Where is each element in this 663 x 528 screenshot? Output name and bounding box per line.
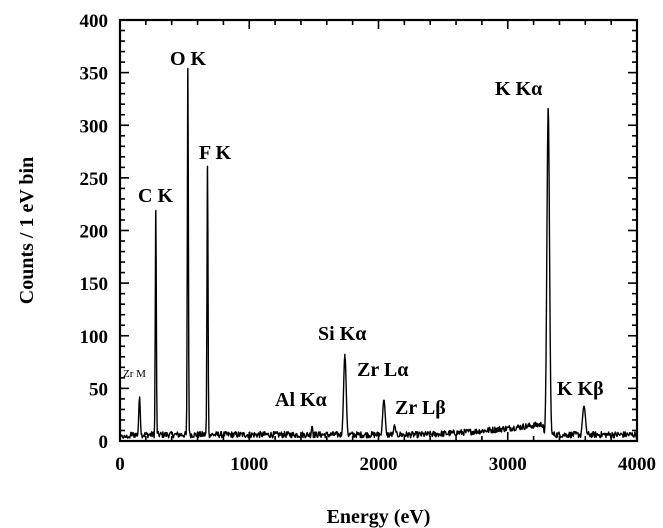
- y-tick-label: 400: [80, 11, 109, 32]
- x-tick-label: 4000: [618, 454, 656, 475]
- y-tick-label: 0: [99, 432, 109, 453]
- peak-label-o-k: O K: [170, 48, 207, 70]
- y-tick-label: 300: [80, 116, 109, 137]
- peak-label-k-k-: K Kα: [495, 78, 542, 100]
- y-tick-label: 200: [80, 222, 109, 243]
- y-axis-label: Counts / 1 eV bin: [16, 157, 38, 304]
- x-tick-label: 0: [115, 454, 125, 475]
- y-tick-label: 100: [80, 327, 109, 348]
- peak-label-zr-m: Zr M: [123, 368, 146, 380]
- y-tick-label: 250: [80, 169, 109, 190]
- peak-label-si-k-: Si Kα: [318, 323, 366, 345]
- peak-label-zr-l-: Zr Lα: [357, 359, 408, 381]
- peak-label-c-k: C K: [138, 185, 173, 207]
- peak-label-al-k-: Al Kα: [275, 389, 327, 411]
- y-tick-label: 50: [89, 379, 108, 400]
- peak-label-f-k: F K: [199, 142, 231, 164]
- plot-frame: [118, 18, 639, 443]
- y-tick-label: 350: [80, 64, 109, 85]
- x-tick-label: 2000: [360, 454, 398, 475]
- x-tick-label: 1000: [230, 454, 268, 475]
- spectrum-line: [119, 67, 638, 439]
- peak-labels: Zr M C K O K F K Al Kα Si Kα Zr Lα Zr Lβ K Kα K K…: [123, 48, 604, 419]
- x-axis-label: Energy (eV): [327, 506, 431, 528]
- peak-label-zr-l-: Zr Lβ: [395, 397, 446, 419]
- x-tick-label: 3000: [489, 454, 527, 475]
- tick-labels: 0 1000 2000 3000 4000 0 50 100 150 200 250 300 350 40…: [80, 11, 657, 475]
- y-tick-label: 150: [80, 274, 109, 295]
- peak-label-k-k-: K Kβ: [557, 378, 604, 400]
